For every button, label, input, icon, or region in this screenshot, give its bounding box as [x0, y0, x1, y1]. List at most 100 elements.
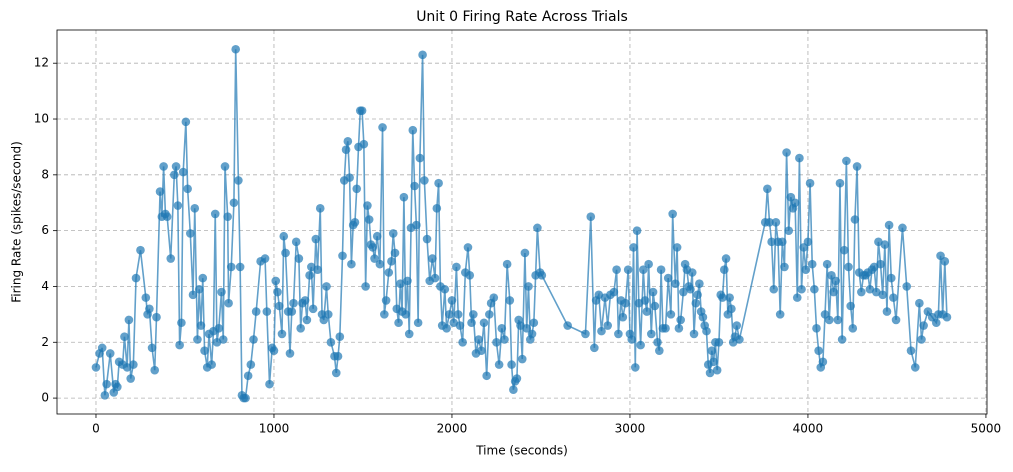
data-point	[188, 290, 198, 300]
data-point	[428, 254, 437, 263]
data-point	[917, 335, 926, 344]
data-point	[725, 293, 734, 302]
data-point	[848, 324, 858, 333]
data-point	[372, 231, 382, 241]
data-point	[671, 279, 680, 288]
data-point	[661, 324, 670, 333]
data-point	[291, 237, 301, 247]
data-point	[769, 284, 779, 294]
data-point	[418, 50, 427, 60]
x-tick-label: 1000	[259, 422, 290, 436]
data-point	[718, 293, 727, 302]
data-point	[145, 304, 154, 314]
data-point	[359, 139, 369, 149]
data-point	[902, 282, 912, 291]
x-tick-label: 3000	[615, 422, 646, 436]
data-point	[886, 273, 896, 283]
data-point	[891, 315, 901, 325]
data-point	[603, 321, 613, 330]
data-point	[812, 324, 821, 333]
data-point	[629, 243, 638, 252]
data-point	[477, 346, 486, 355]
data-point	[243, 371, 253, 381]
data-point	[712, 365, 722, 375]
data-point	[166, 254, 176, 263]
data-point	[126, 374, 135, 383]
y-tick-label: 10	[34, 112, 49, 126]
data-point	[169, 170, 179, 180]
data-point	[152, 312, 161, 322]
y-tick-label: 6	[41, 223, 49, 237]
data-point	[175, 340, 184, 350]
data-point	[467, 318, 476, 328]
data-point	[399, 192, 409, 202]
data-point	[442, 324, 451, 333]
data-point	[807, 259, 817, 269]
data-point	[294, 254, 304, 263]
data-point	[269, 346, 279, 355]
data-point	[782, 148, 791, 157]
data-point	[465, 271, 475, 280]
data-point	[229, 198, 239, 208]
data-point	[368, 243, 378, 252]
data-point	[388, 229, 398, 238]
data-point	[647, 329, 656, 339]
data-point	[271, 276, 281, 286]
data-point	[844, 262, 853, 272]
data-point	[835, 178, 845, 188]
data-point	[387, 257, 396, 266]
data-point	[512, 374, 522, 383]
data-point	[674, 324, 684, 333]
data-point	[857, 287, 866, 297]
data-point	[375, 259, 385, 269]
y-tick-label: 4	[41, 279, 49, 293]
data-point	[509, 385, 518, 395]
y-tick-label: 8	[41, 167, 49, 181]
data-point	[279, 231, 289, 241]
data-point	[687, 268, 697, 277]
data-point	[447, 296, 457, 305]
data-point	[350, 217, 360, 227]
data-point	[241, 393, 250, 403]
data-point	[505, 296, 515, 305]
data-point	[695, 279, 704, 288]
data-point	[394, 318, 403, 328]
data-point	[517, 354, 527, 364]
data-point	[623, 265, 633, 275]
data-point	[533, 223, 542, 233]
data-point	[650, 301, 660, 311]
data-point	[251, 307, 261, 316]
data-point	[630, 363, 640, 372]
data-point	[640, 296, 650, 305]
data-point	[502, 259, 512, 269]
plot-frame	[56, 29, 988, 415]
data-point	[790, 198, 800, 208]
data-point	[326, 337, 336, 347]
data-point	[124, 315, 134, 325]
data-point	[822, 259, 832, 269]
data-point	[378, 123, 387, 132]
data-point	[686, 284, 695, 294]
data-point	[262, 307, 272, 316]
data-point	[882, 307, 892, 316]
data-point	[618, 312, 628, 322]
data-point	[120, 332, 129, 341]
x-tick-label: 4000	[793, 422, 824, 436]
data-point	[260, 254, 270, 263]
data-point	[218, 335, 228, 344]
data-point	[380, 310, 389, 319]
data-point	[693, 290, 702, 300]
data-point	[590, 343, 599, 353]
data-point	[656, 265, 666, 275]
data-point	[97, 343, 107, 353]
data-point	[331, 368, 341, 378]
data-point	[485, 310, 494, 319]
data-point	[341, 145, 351, 155]
data-point	[220, 162, 230, 171]
data-point	[784, 226, 794, 235]
data-point	[775, 310, 785, 319]
data-point	[289, 298, 298, 308]
data-point	[404, 329, 414, 339]
y-tick-label: 0	[41, 391, 49, 405]
data-point	[522, 324, 532, 333]
